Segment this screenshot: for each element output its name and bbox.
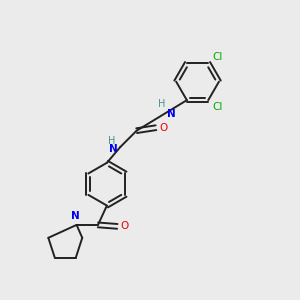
Text: N: N [109,143,117,154]
Text: Cl: Cl [213,102,223,112]
Text: O: O [160,123,168,133]
Text: H: H [158,100,165,110]
Text: O: O [121,221,129,231]
Text: H: H [108,136,116,146]
Text: Cl: Cl [213,52,223,61]
Text: N: N [167,109,176,119]
Text: N: N [71,211,80,221]
